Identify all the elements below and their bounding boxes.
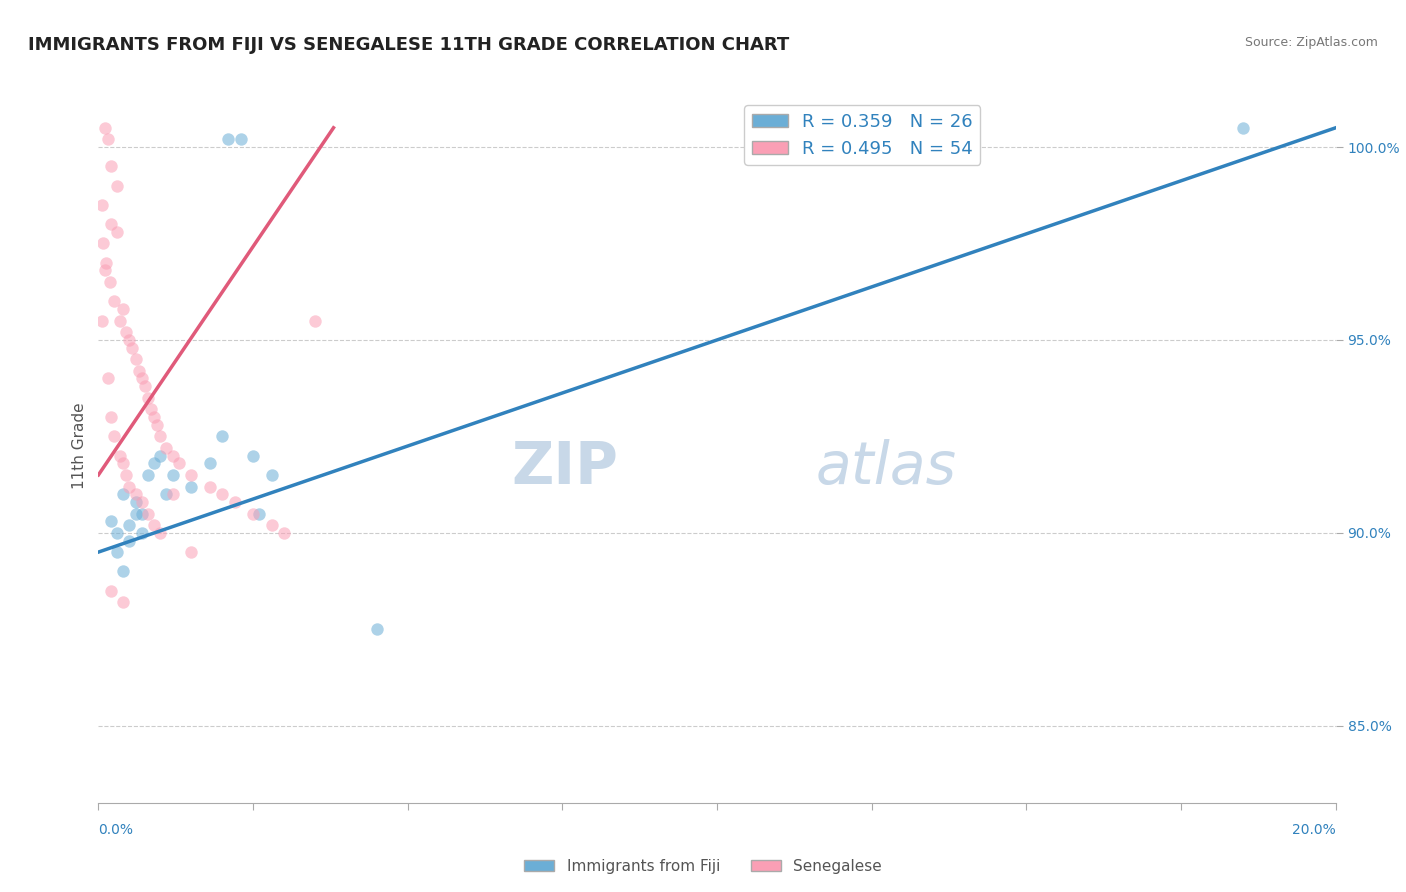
- Point: [108, 313, 131, 327]
- Point: [118, 333, 141, 347]
- Text: IMMIGRANTS FROM FIJI VS SENEGALESE 11TH GRADE CORRELATION CHART: IMMIGRANTS FROM FIJI VS SENEGALESE 11TH …: [28, 36, 789, 54]
- Point: [105, 178, 128, 193]
- Point: [217, 132, 239, 146]
- Point: [93, 236, 115, 251]
- Text: 0.0%: 0.0%: [98, 823, 134, 837]
- Point: [162, 487, 184, 501]
- Point: [90, 198, 112, 212]
- Point: [100, 159, 122, 173]
- Point: [260, 467, 283, 482]
- Point: [131, 507, 153, 521]
- Point: [112, 595, 135, 609]
- Point: [134, 379, 156, 393]
- Point: [124, 507, 146, 521]
- Point: [247, 507, 270, 521]
- Point: [198, 456, 221, 470]
- Point: [143, 518, 166, 533]
- Point: [304, 313, 326, 327]
- Point: [103, 429, 125, 443]
- Point: [115, 467, 138, 482]
- Point: [366, 622, 388, 636]
- Point: [167, 456, 190, 470]
- Point: [149, 525, 172, 540]
- Point: [139, 402, 162, 417]
- Point: [155, 487, 177, 501]
- Point: [180, 467, 202, 482]
- Text: ZIP: ZIP: [512, 439, 619, 496]
- Point: [260, 518, 283, 533]
- Point: [211, 429, 233, 443]
- Point: [97, 132, 120, 146]
- Point: [242, 449, 264, 463]
- Point: [98, 275, 121, 289]
- Point: [162, 467, 184, 482]
- Point: [103, 294, 125, 309]
- Point: [112, 456, 135, 470]
- Point: [118, 479, 141, 493]
- Point: [105, 525, 128, 540]
- Point: [143, 410, 166, 425]
- Point: [162, 449, 184, 463]
- Point: [100, 583, 122, 598]
- Point: [93, 263, 115, 277]
- Point: [131, 495, 153, 509]
- Point: [93, 120, 115, 135]
- Point: [100, 217, 122, 231]
- Point: [180, 545, 202, 559]
- Point: [136, 467, 159, 482]
- Point: [118, 533, 141, 548]
- Point: [136, 391, 159, 405]
- Text: 20.0%: 20.0%: [1292, 823, 1336, 837]
- Point: [118, 518, 141, 533]
- Point: [112, 487, 135, 501]
- Point: [124, 352, 146, 367]
- Point: [94, 256, 117, 270]
- Point: [155, 441, 177, 455]
- Point: [180, 479, 202, 493]
- Point: [90, 313, 112, 327]
- Text: atlas: atlas: [815, 439, 957, 496]
- Point: [136, 507, 159, 521]
- Point: [198, 479, 221, 493]
- Legend: Immigrants from Fiji, Senegalese: Immigrants from Fiji, Senegalese: [517, 853, 889, 880]
- Point: [149, 429, 172, 443]
- Point: [108, 449, 131, 463]
- Point: [100, 514, 122, 528]
- Point: [105, 225, 128, 239]
- Point: [115, 325, 138, 339]
- Point: [146, 417, 169, 432]
- Point: [149, 449, 172, 463]
- Point: [211, 487, 233, 501]
- Y-axis label: 11th Grade: 11th Grade: [72, 402, 87, 490]
- Legend: R = 0.359   N = 26, R = 0.495   N = 54: R = 0.359 N = 26, R = 0.495 N = 54: [745, 105, 980, 165]
- Point: [121, 341, 143, 355]
- Point: [124, 495, 146, 509]
- Text: Source: ZipAtlas.com: Source: ZipAtlas.com: [1244, 36, 1378, 49]
- Point: [242, 507, 264, 521]
- Point: [224, 495, 246, 509]
- Point: [131, 371, 153, 385]
- Point: [105, 545, 128, 559]
- Point: [128, 364, 150, 378]
- Point: [100, 410, 122, 425]
- Point: [112, 301, 135, 316]
- Point: [273, 525, 295, 540]
- Point: [131, 525, 153, 540]
- Point: [97, 371, 120, 385]
- Point: [124, 487, 146, 501]
- Point: [112, 565, 135, 579]
- Point: [229, 132, 252, 146]
- Point: [1232, 120, 1254, 135]
- Point: [143, 456, 166, 470]
